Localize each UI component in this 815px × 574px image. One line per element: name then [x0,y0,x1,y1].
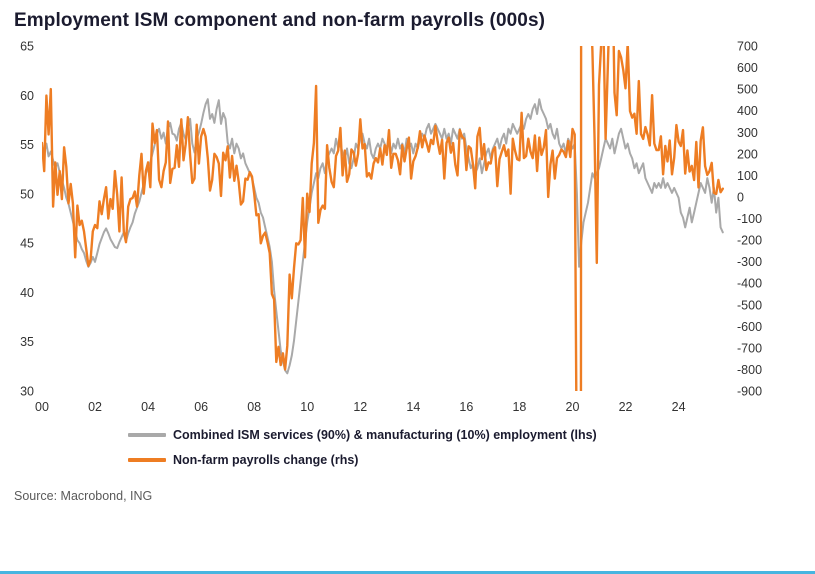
y-axis-right-tick-label: -800 [737,363,762,377]
y-axis-left-tick-label: 45 [20,237,34,251]
y-axis-left-tick-label: 60 [20,89,34,103]
y-axis-left-tick-label: 40 [20,286,34,300]
x-axis-tick-label: 10 [300,400,314,414]
nfp-line-swatch [128,458,166,462]
x-axis-tick-label: 20 [566,400,580,414]
y-axis-right-tick-label: -900 [737,385,762,399]
legend-label-ism: Combined ISM services (90%) & manufactur… [173,428,597,442]
y-axis-left: 65 60 55 50 45 40 35 30 [20,40,34,399]
y-axis-left-tick-label: 55 [20,138,34,152]
y-axis-right-tick-label: 600 [737,61,758,75]
y-axis-right-tick-label: -400 [737,277,762,291]
y-axis-right-tick-label: 500 [737,83,758,97]
y-axis-right: 700 600 500 400 300 200 100 0 -100 -200 -300 -400 -5… [737,40,762,399]
x-axis-tick-label: 24 [672,400,686,414]
legend: Combined ISM services (90%) & manufactur… [128,428,815,467]
y-axis-right-tick-label: 200 [737,147,758,161]
y-axis-left-tick-label: 50 [20,187,34,201]
x-axis-tick-label: 04 [141,400,155,414]
source-note: Source: Macrobond, ING [14,489,153,503]
x-axis-tick-label: 02 [88,400,102,414]
chart-title: Employment ISM component and non-farm pa… [14,10,546,31]
legend-item-nfp: Non-farm payrolls change (rhs) [128,453,815,467]
x-axis-tick-label: 08 [247,400,261,414]
x-axis-tick-label: 18 [512,400,526,414]
x-axis-tick-label: 22 [619,400,633,414]
ism-line-swatch [128,433,166,437]
y-axis-right-tick-label: -500 [737,298,762,312]
y-axis-left-tick-label: 35 [20,335,34,349]
y-axis-right-tick-label: -300 [737,255,762,269]
x-axis-tick-label: 00 [35,400,49,414]
x-axis-tick-label: 16 [459,400,473,414]
legend-item-ism: Combined ISM services (90%) & manufactur… [128,428,815,442]
y-axis-right-tick-label: 0 [737,190,744,204]
legend-label-nfp: Non-farm payrolls change (rhs) [173,453,359,467]
y-axis-right-tick-label: 100 [737,169,758,183]
x-axis-tick-label: 14 [406,400,420,414]
nonfarm-payrolls-line [42,46,724,391]
y-axis-right-tick-label: 400 [737,104,758,118]
y-axis-right-tick-label: -600 [737,320,762,334]
y-axis-right-tick-label: 700 [737,40,758,54]
y-axis-left-tick-label: 65 [20,40,34,54]
ism-employment-line [42,98,724,375]
y-axis-right-tick-label: -100 [737,212,762,226]
x-axis-tick-label: 06 [194,400,208,414]
y-axis-right-tick-label: -200 [737,234,762,248]
y-axis-left-tick-label: 30 [20,385,34,399]
y-axis-right-tick-label: 300 [737,126,758,140]
x-axis-tick-label: 12 [353,400,367,414]
x-axis: 00 02 04 06 08 10 12 14 16 18 20 22 24 [35,400,686,414]
y-axis-right-tick-label: -700 [737,341,762,355]
bottom-accent-rule [0,571,815,574]
